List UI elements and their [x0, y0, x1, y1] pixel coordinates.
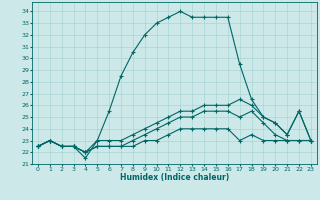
- X-axis label: Humidex (Indice chaleur): Humidex (Indice chaleur): [120, 173, 229, 182]
